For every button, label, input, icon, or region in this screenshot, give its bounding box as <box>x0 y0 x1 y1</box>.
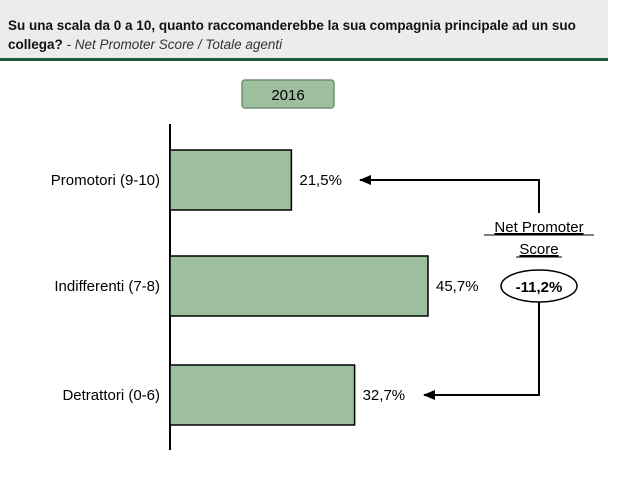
bar-indifferenti <box>169 255 429 317</box>
year-badge <box>241 79 335 109</box>
value-label-indifferenti: 45,7% <box>436 278 479 295</box>
bars-group: Promotori (9-10) 21,5% Indifferenti (7-8) 4… <box>51 149 479 426</box>
category-label-indifferenti: Indifferenti (7-8) <box>54 278 160 295</box>
nps-connector-top <box>359 175 540 213</box>
header-rule <box>0 58 608 61</box>
header-band <box>0 0 608 58</box>
nps-label-line1: Net Promoter <box>494 219 583 236</box>
question-text: Su una scala da 0 a 10, quanto raccomand… <box>8 18 576 52</box>
bar-detrattori <box>169 364 356 426</box>
nps-value: -11,2% <box>516 279 563 296</box>
nps-connector-bottom <box>423 302 540 400</box>
bar-promotori <box>169 149 293 211</box>
category-label-promotori: Promotori (9-10) <box>51 172 160 189</box>
year-label: 2016 <box>271 87 304 104</box>
nps-label-line2: Score <box>519 241 558 258</box>
question-title: Su una scala da 0 a 10, quanto raccomand… <box>8 16 603 54</box>
value-label-promotori: 21,5% <box>299 172 342 189</box>
value-label-detrattori: 32,7% <box>363 387 406 404</box>
question-subtitle: - Net Promoter Score / Totale agenti <box>66 37 283 52</box>
category-label-detrattori: Detrattori (0-6) <box>62 387 160 404</box>
